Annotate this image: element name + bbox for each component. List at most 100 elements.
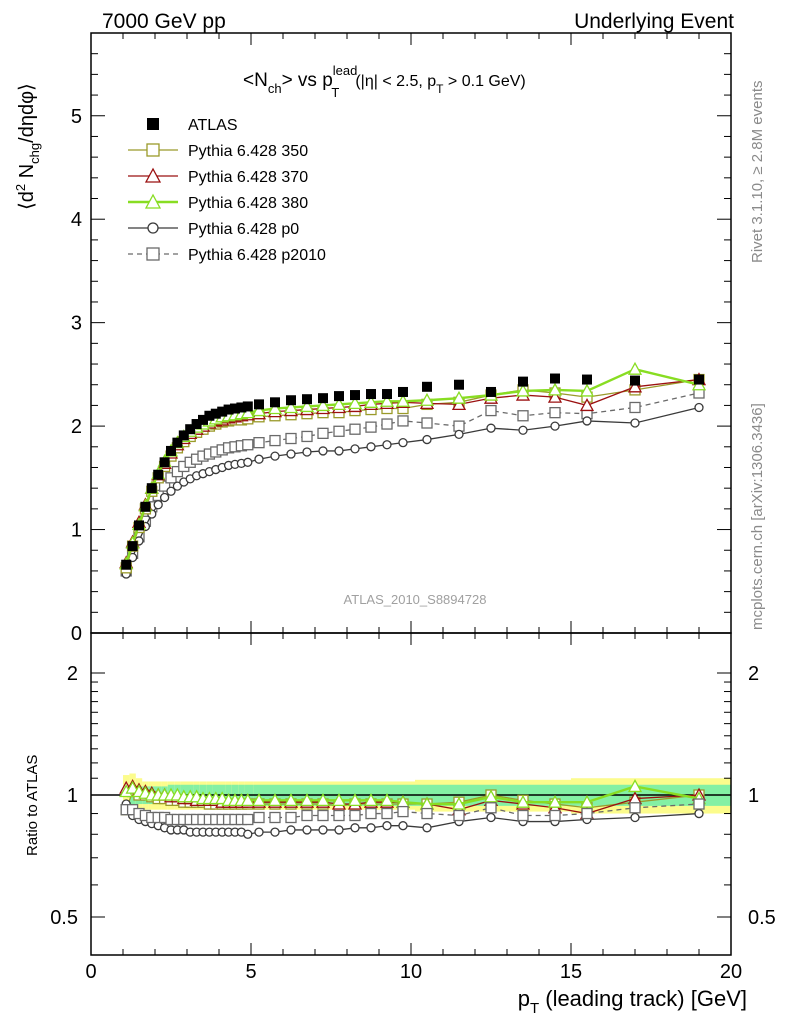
series-0 <box>121 373 704 570</box>
mc-point <box>269 434 281 447</box>
mc-point <box>419 392 435 406</box>
mc-point <box>299 793 315 807</box>
legend-label: Pythia 6.428 380 <box>188 195 308 212</box>
y-tick-label: 0 <box>71 623 82 645</box>
mc-point <box>146 143 160 157</box>
series-4 <box>121 402 704 579</box>
mc-point <box>629 401 641 414</box>
mc-point <box>517 410 529 422</box>
atlas-point <box>147 118 159 130</box>
atlas-point <box>191 419 202 430</box>
atlas-point <box>286 395 296 406</box>
plot-title: <Nch> vs plead T(|η| < 2.5, pT > 0.1 GeV) <box>243 63 526 100</box>
mc-point <box>350 823 360 833</box>
atlas-point <box>334 391 344 402</box>
atlas-point <box>382 389 392 400</box>
mc-point <box>366 442 376 452</box>
ratio-y-tick-label: 2 <box>67 663 78 685</box>
legend-entry: Pythia 6.428 p0 <box>128 221 299 238</box>
mc-point <box>242 813 254 826</box>
mc-point <box>579 398 595 412</box>
mc-point <box>251 403 267 417</box>
mc-point <box>243 457 253 467</box>
mc-point <box>630 812 640 823</box>
legend-entry: Pythia 6.428 370 <box>128 167 308 186</box>
mc-point <box>485 404 497 417</box>
y-tick-label: 4 <box>71 209 82 231</box>
atlas-point <box>582 374 592 385</box>
legend-label: Pythia 6.428 p2010 <box>188 247 326 264</box>
mc-point <box>397 805 409 818</box>
header-left: 7000 GeV pp <box>102 10 226 33</box>
mc-point <box>381 807 393 820</box>
legend-label: ATLAS <box>188 117 238 134</box>
mc-point <box>254 454 264 464</box>
ratio-y-tick-label: 0.5 <box>50 907 78 929</box>
mc-point <box>486 812 496 823</box>
mc-point <box>398 821 408 831</box>
y-tick-label: 5 <box>71 106 82 128</box>
atlas-point <box>230 403 240 414</box>
mc-point <box>550 421 560 431</box>
title-part: > vs p <box>282 70 333 91</box>
mc-point <box>172 481 183 491</box>
mc-point <box>315 398 331 412</box>
mc-point <box>286 825 296 835</box>
mc-point <box>125 780 140 794</box>
legend-label: Pythia 6.428 p0 <box>188 221 299 238</box>
mc-point <box>347 395 363 409</box>
mc-point <box>270 451 280 461</box>
mc-point <box>301 430 313 443</box>
mc-point <box>302 825 312 835</box>
mc-point <box>421 807 433 820</box>
series-5 <box>120 387 705 577</box>
mc-point <box>333 809 345 822</box>
x-tick-label: 0 <box>85 961 96 983</box>
mc-point <box>334 825 344 835</box>
mc-point <box>254 827 264 837</box>
x-tick-label: 10 <box>400 961 422 983</box>
mc-point <box>317 427 329 439</box>
ratio-y-tick-label: 1 <box>748 785 759 807</box>
top-ylabel: ⟨d2 Nchg/dηdφ⟩ <box>13 83 42 210</box>
mc-point <box>486 423 496 433</box>
ylabel-part: ⟨d <box>16 191 38 210</box>
rivet-info: Rivet 3.1.10, ≥ 2.8M events <box>749 81 766 264</box>
mc-point <box>363 394 379 408</box>
atlas-point <box>153 469 164 480</box>
mc-point <box>381 418 393 430</box>
mc-point <box>158 480 171 492</box>
mc-point <box>483 789 499 803</box>
ylabel-part: N <box>16 164 38 184</box>
legend-entry: Pythia 6.428 350 <box>128 143 308 160</box>
series-line <box>125 406 700 575</box>
series-line <box>125 367 700 565</box>
mc-point <box>333 425 345 437</box>
mc-point <box>453 809 465 822</box>
mc-point <box>366 823 376 833</box>
top-panel-frame <box>90 32 732 634</box>
mc-point <box>286 449 296 459</box>
mc-point <box>627 361 643 375</box>
mc-point <box>301 809 313 822</box>
atlas-point <box>223 404 234 415</box>
mc-point <box>693 798 705 810</box>
atlas-point <box>166 445 176 456</box>
mc-point <box>331 397 347 411</box>
ylabel-sup: 2 <box>13 184 28 191</box>
mcplots-info: mcplots.cern.ch [arXiv:1306.3436] <box>749 403 766 630</box>
mc-point <box>398 438 408 448</box>
axis-ticks: 0 5 10 15 20 0 1 2 3 4 5 0.5 0.5 1 1 2 2 <box>50 32 776 983</box>
atlas-point <box>270 397 280 408</box>
legend-entry: Pythia 6.428 380 <box>128 193 308 212</box>
mc-point <box>451 397 467 411</box>
atlas-point <box>486 386 496 397</box>
mc-point <box>253 811 265 824</box>
mc-point <box>379 793 395 807</box>
mc-point <box>518 425 528 435</box>
mc-point <box>421 417 433 429</box>
mc-point <box>363 793 379 807</box>
mc-point <box>285 432 297 445</box>
analysis-watermark: ATLAS_2010_S8894728 <box>344 592 487 607</box>
legend-entry: ATLAS <box>147 117 238 134</box>
